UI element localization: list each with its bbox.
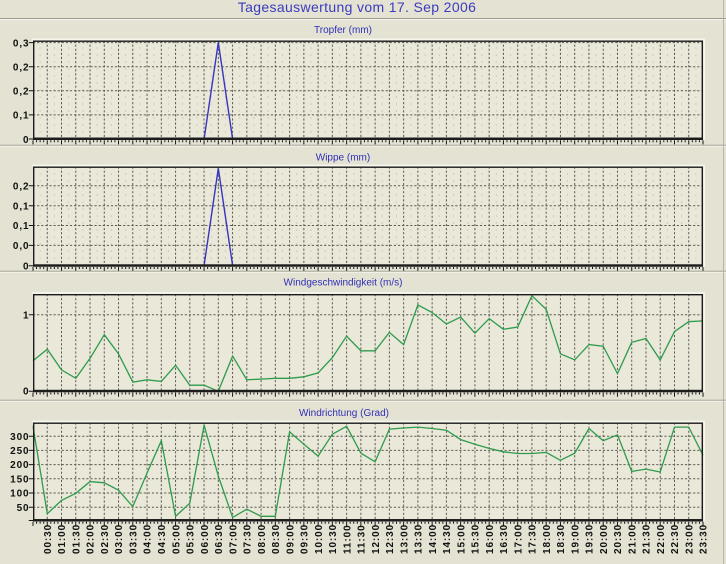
svg-text:100: 100 bbox=[10, 489, 29, 500]
svg-text:15:30: 15:30 bbox=[471, 524, 482, 554]
svg-text:21:00: 21:00 bbox=[627, 524, 638, 554]
svg-text:0,2: 0,2 bbox=[13, 62, 30, 73]
svg-text:01:30: 01:30 bbox=[72, 524, 83, 554]
svg-text:03:00: 03:00 bbox=[114, 524, 125, 554]
svg-text:0,2: 0,2 bbox=[13, 181, 30, 192]
svg-text:Windgeschwindigkeit (m/s): Windgeschwindigkeit (m/s) bbox=[284, 278, 403, 289]
svg-text:13:30: 13:30 bbox=[414, 524, 425, 554]
svg-text:05:00: 05:00 bbox=[171, 524, 182, 554]
svg-text:07:30: 07:30 bbox=[243, 524, 254, 554]
svg-text:150: 150 bbox=[10, 474, 29, 485]
svg-text:0: 0 bbox=[23, 261, 29, 272]
svg-text:22:30: 22:30 bbox=[670, 524, 681, 554]
svg-text:0,1: 0,1 bbox=[13, 221, 30, 232]
svg-text:02:30: 02:30 bbox=[100, 524, 111, 554]
svg-text:0: 0 bbox=[23, 387, 29, 398]
svg-text:12:30: 12:30 bbox=[385, 524, 396, 554]
svg-text:200: 200 bbox=[10, 460, 29, 471]
svg-text:Tagesauswertung vom 17. Sep 20: Tagesauswertung vom 17. Sep 2006 bbox=[238, 0, 476, 15]
svg-text:22:00: 22:00 bbox=[656, 524, 667, 554]
svg-text:18:00: 18:00 bbox=[542, 524, 553, 554]
svg-text:14:30: 14:30 bbox=[442, 524, 453, 554]
svg-text:10:00: 10:00 bbox=[314, 524, 325, 554]
svg-text:19:30: 19:30 bbox=[585, 524, 596, 554]
svg-text:08:30: 08:30 bbox=[271, 524, 282, 554]
svg-text:0,1: 0,1 bbox=[13, 111, 30, 122]
svg-text:Tropfer (mm): Tropfer (mm) bbox=[314, 25, 372, 36]
svg-text:0,3: 0,3 bbox=[13, 39, 30, 50]
svg-text:250: 250 bbox=[10, 446, 29, 457]
svg-text:06:30: 06:30 bbox=[214, 524, 225, 554]
svg-text:20:00: 20:00 bbox=[599, 524, 610, 554]
svg-text:09:00: 09:00 bbox=[285, 524, 296, 554]
svg-text:16:30: 16:30 bbox=[499, 524, 510, 554]
svg-text:10:30: 10:30 bbox=[328, 524, 339, 554]
svg-text:03:30: 03:30 bbox=[129, 524, 140, 554]
svg-text:12:00: 12:00 bbox=[371, 524, 382, 554]
svg-text:Wippe (mm): Wippe (mm) bbox=[316, 153, 370, 164]
svg-text:17:00: 17:00 bbox=[513, 524, 524, 554]
svg-text:18:30: 18:30 bbox=[556, 524, 567, 554]
svg-text:16:00: 16:00 bbox=[485, 524, 496, 554]
svg-text:0,1: 0,1 bbox=[13, 201, 30, 212]
svg-text:08:00: 08:00 bbox=[257, 524, 268, 554]
svg-text:20:30: 20:30 bbox=[613, 524, 624, 554]
svg-text:13:00: 13:00 bbox=[399, 524, 410, 554]
svg-text:05:30: 05:30 bbox=[186, 524, 197, 554]
svg-text:11:30: 11:30 bbox=[357, 524, 368, 554]
svg-text:15:00: 15:00 bbox=[456, 524, 467, 554]
svg-text:04:00: 04:00 bbox=[143, 524, 154, 554]
svg-text:00:30: 00:30 bbox=[43, 524, 54, 554]
svg-text:17:30: 17:30 bbox=[528, 524, 539, 554]
svg-text:23:30: 23:30 bbox=[699, 524, 710, 554]
svg-text:07:00: 07:00 bbox=[228, 524, 239, 554]
svg-text:Windrichtung (Grad): Windrichtung (Grad) bbox=[299, 408, 389, 419]
svg-text:21:30: 21:30 bbox=[642, 524, 653, 554]
svg-text:02:00: 02:00 bbox=[86, 524, 97, 554]
svg-text:19:00: 19:00 bbox=[570, 524, 581, 554]
svg-text:0,0: 0,0 bbox=[13, 241, 30, 252]
svg-text:0,2: 0,2 bbox=[13, 86, 30, 97]
svg-text:01:00: 01:00 bbox=[57, 524, 68, 554]
svg-text:09:30: 09:30 bbox=[300, 524, 311, 554]
svg-text:04:30: 04:30 bbox=[157, 524, 168, 554]
svg-text:23:00: 23:00 bbox=[684, 524, 695, 554]
svg-text:1: 1 bbox=[23, 310, 29, 321]
svg-text:14:00: 14:00 bbox=[428, 524, 439, 554]
svg-text:06:00: 06:00 bbox=[200, 524, 211, 554]
svg-text:11:00: 11:00 bbox=[342, 524, 353, 554]
svg-text:0: 0 bbox=[23, 135, 29, 146]
svg-text:300: 300 bbox=[10, 432, 29, 443]
svg-text:50: 50 bbox=[17, 503, 30, 514]
